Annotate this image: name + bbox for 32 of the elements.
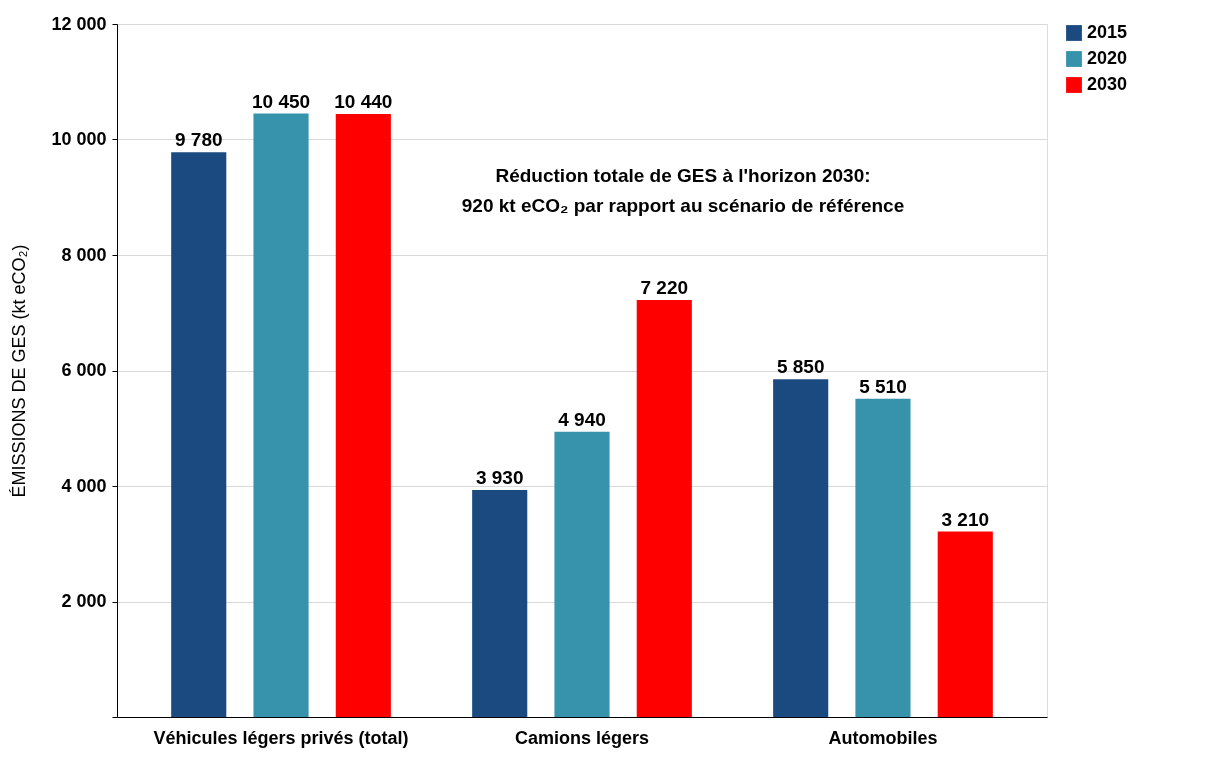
legend-label: 2020	[1087, 48, 1128, 68]
bar	[472, 490, 528, 717]
data-label: 10 440	[334, 91, 393, 113]
legend-label: 2030	[1087, 74, 1128, 94]
data-label: 5 510	[859, 375, 907, 397]
y-tick-label: 10 000	[51, 129, 107, 149]
data-label: 7 220	[640, 277, 689, 299]
data-label: 3 930	[475, 467, 524, 489]
data-label: 9 780	[174, 129, 223, 151]
bar	[773, 379, 829, 717]
bar	[171, 152, 227, 717]
annotation: Réduction totale de GES à l'horizon 2030: 920 kt eCO₂ par rapport au scénario de référence	[461, 165, 905, 216]
data-label: 5 850	[776, 356, 825, 378]
y-tick-label: 6 000	[61, 360, 107, 380]
x-tick-label: Automobiles	[828, 727, 938, 748]
bar	[335, 114, 391, 717]
bar	[937, 531, 993, 717]
x-tick-label: Véhicules légers privés (total)	[153, 727, 409, 748]
bar	[855, 398, 911, 717]
data-label: 4 940	[558, 408, 606, 430]
bar	[636, 300, 692, 717]
y-tick-label: 4 000	[61, 475, 107, 496]
bar	[253, 113, 309, 717]
y-tick-label: 8 000	[61, 244, 107, 265]
y-tick-label: 12 000	[51, 13, 107, 34]
data-label: 10 450	[251, 90, 311, 112]
y-tick-label: 2 000	[61, 591, 107, 611]
data-label: 3 210	[941, 508, 990, 530]
legend-label: 2015	[1087, 22, 1128, 42]
x-tick-label: Camions légers	[514, 727, 650, 748]
bar	[554, 431, 610, 717]
y-axis-title: ÉMISSIONS DE GES (kt eCO₂)	[9, 244, 30, 498]
